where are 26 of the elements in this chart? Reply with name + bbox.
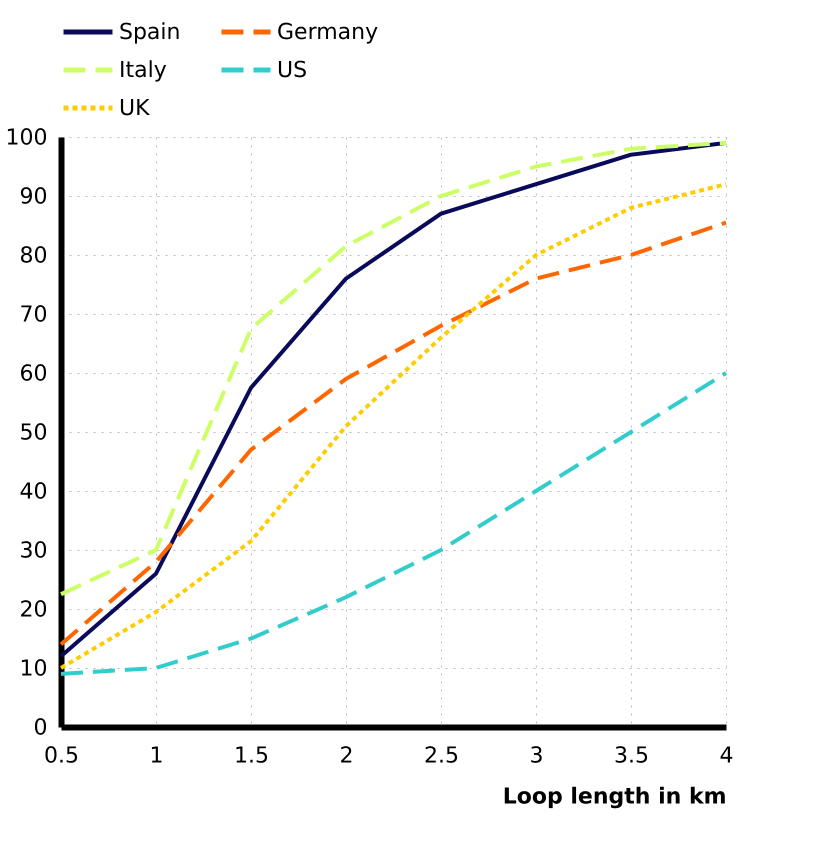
x-tick-label: 0.5 — [44, 744, 79, 768]
y-tick-label: 90 — [20, 184, 48, 210]
y-tick-label: 0 — [34, 716, 48, 740]
x-tick-label: 1.5 — [234, 744, 269, 768]
y-tick-label: 100 — [6, 126, 48, 150]
y-tick-label: 20 — [20, 598, 48, 622]
legend-label: UK — [119, 96, 150, 121]
y-tick-label: 50 — [20, 420, 48, 446]
line-series — [59, 371, 728, 676]
y-tick-label: 60 — [20, 362, 48, 386]
legend-label: Italy — [119, 58, 167, 83]
x-tick-label: 2 — [340, 744, 354, 768]
x-tick-label: 1 — [150, 744, 164, 768]
x-axis-title: Loop length in km — [502, 784, 726, 810]
x-tick-label: 2.5 — [424, 744, 459, 768]
y-tick-label: 10 — [20, 656, 48, 682]
y-tick-label: 30 — [20, 538, 48, 564]
x-tick-label: 4 — [720, 744, 734, 768]
y-tick-label: 80 — [20, 244, 48, 268]
legend-label: Spain — [119, 20, 180, 45]
legend-label: Germany — [277, 20, 378, 45]
x-tick-label: 3.5 — [614, 744, 649, 768]
y-tick-label: 40 — [20, 480, 48, 504]
x-tick-label: 3 — [530, 744, 544, 768]
y-tick-label: 70 — [20, 302, 48, 328]
legend-label: US — [277, 58, 308, 83]
